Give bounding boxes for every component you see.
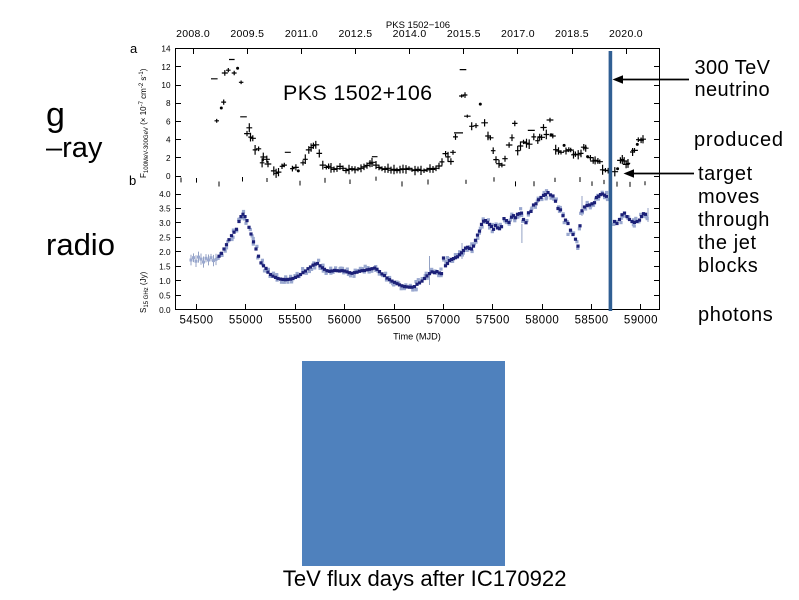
svg-text:2020.0: 2020.0 [609,28,643,40]
svg-text:58500: 58500 [575,315,609,327]
svg-text:b: b [129,173,136,188]
svg-text:a: a [130,41,138,56]
svg-text:55000: 55000 [229,315,263,327]
svg-text:2011.0: 2011.0 [285,28,318,40]
svg-text:1.0: 1.0 [159,277,171,286]
svg-text:57500: 57500 [476,315,510,327]
svg-text:3.5: 3.5 [159,205,171,214]
svg-text:2014.0: 2014.0 [393,28,427,40]
svg-text:55500: 55500 [278,315,312,327]
svg-text:56000: 56000 [328,315,362,327]
svg-text:0: 0 [166,172,171,181]
svg-text:57000: 57000 [426,315,460,327]
svg-text:PKS 1502−106: PKS 1502−106 [386,20,450,31]
svg-text:2.5: 2.5 [159,233,171,242]
svg-text:6: 6 [166,117,171,126]
svg-text:S15 GHz (Jy): S15 GHz (Jy) [139,271,150,313]
svg-text:F100MeV-300GeV (× 10-7 cm-2 s-: F100MeV-300GeV (× 10-7 cm-2 s-1) [139,68,150,178]
svg-text:12: 12 [161,63,171,72]
svg-text:56500: 56500 [377,315,411,327]
svg-text:PKS 1502+106: PKS 1502+106 [283,81,432,105]
svg-text:4.0: 4.0 [159,190,171,199]
svg-text:59000: 59000 [624,315,658,327]
svg-text:58000: 58000 [525,315,559,327]
svg-text:0.5: 0.5 [159,291,171,300]
svg-text:2015.5: 2015.5 [447,28,481,40]
svg-text:8: 8 [166,99,171,108]
svg-text:2008.0: 2008.0 [176,28,210,40]
svg-text:2.0: 2.0 [159,248,171,257]
svg-text:Time (MJD): Time (MJD) [393,332,441,342]
svg-text:2009.5: 2009.5 [230,28,264,40]
svg-text:3.0: 3.0 [159,219,171,228]
svg-text:14: 14 [161,45,171,54]
svg-text:2017.0: 2017.0 [501,28,535,40]
svg-text:10: 10 [161,81,171,90]
svg-text:1.5: 1.5 [159,262,171,271]
svg-text:4: 4 [166,136,171,145]
svg-text:2018.5: 2018.5 [555,28,589,40]
svg-text:54500: 54500 [180,315,214,327]
svg-text:2: 2 [166,154,171,163]
svg-text:0.0: 0.0 [159,306,171,315]
svg-text:2012.5: 2012.5 [339,28,373,40]
